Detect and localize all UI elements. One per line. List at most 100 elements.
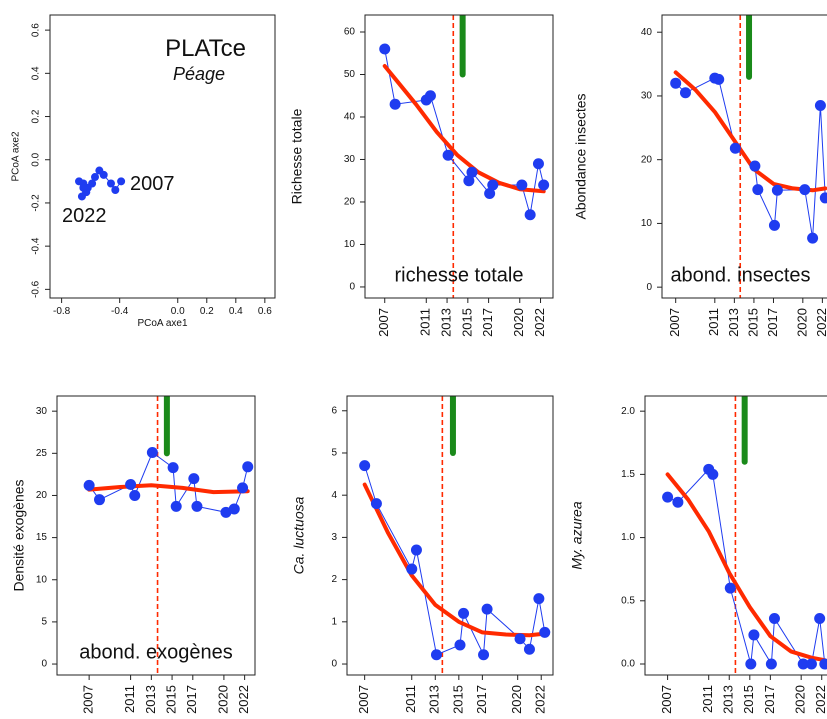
data-point [670, 77, 682, 89]
data-point [188, 473, 200, 485]
data-point [523, 643, 535, 655]
y-tick-label: 4 [331, 490, 337, 501]
data-point [95, 166, 104, 175]
x-tick-label: 2015 [450, 685, 465, 714]
x-tick-label: 2020 [511, 308, 526, 337]
y-tick-label: 0 [41, 659, 47, 670]
y-tick-label: 60 [344, 27, 356, 38]
panel: 0 10 20 30 40 50 60 2007 2011 2013 2015 2017 2020 202… [289, 14, 554, 337]
plot-frame [56, 395, 256, 676]
x-tick-label: 2020 [794, 308, 809, 337]
data-point [768, 219, 780, 231]
data-point [454, 639, 466, 651]
y-tick-label: 50 [344, 69, 356, 80]
x-tick-label: 2011 [700, 685, 715, 713]
x-tick-label: 2015 [741, 685, 756, 714]
panel: 0.0 0.5 1.0 1.5 2.0 2007 2011 2013 2015 2017 2020 2… [569, 395, 827, 714]
data-point [729, 142, 741, 154]
data-point [125, 479, 137, 491]
data-point [406, 563, 418, 575]
y-axis-label: Richesse totale [289, 108, 305, 204]
y-tick-label: -0.2 [31, 194, 42, 212]
x-tick-label: 2015 [459, 308, 474, 337]
y-tick-label: 20 [344, 197, 356, 208]
x-tick-label: 2007 [667, 308, 682, 337]
data-point [167, 462, 179, 474]
data-line [675, 77, 826, 239]
trend-line [665, 472, 827, 663]
y-tick-label: 5 [331, 448, 337, 459]
y-tick-label: 10 [344, 239, 356, 250]
panel-title: PLATce [165, 35, 246, 62]
data-point [805, 658, 817, 670]
y-axis-label: Ca. luctuosa [291, 496, 307, 574]
y-tick-label: 0.0 [31, 152, 42, 166]
data-point [768, 612, 780, 624]
y-tick-label: 1.5 [621, 469, 635, 480]
data-point [814, 612, 826, 624]
x-tick-label: 2022 [236, 685, 251, 714]
y-tick-label: 30 [36, 406, 48, 417]
data-point [538, 179, 550, 191]
y-tick-label: 6 [331, 405, 337, 416]
point-label: 2022 [62, 205, 107, 227]
x-tick-label: 0.4 [229, 306, 243, 317]
plot-area [75, 166, 126, 201]
x-tick-label: 2007 [81, 685, 96, 714]
y-tick-label: 2 [331, 574, 337, 585]
plot-area [359, 396, 551, 675]
data-point [679, 87, 691, 99]
panel-subtitle: Péage [173, 64, 225, 84]
panel-label: richesse totale [395, 264, 524, 286]
data-point [106, 179, 115, 188]
data-point [765, 658, 777, 670]
data-point [539, 626, 551, 638]
data-point [799, 184, 811, 196]
data-point [91, 173, 99, 182]
data-point [170, 500, 182, 512]
panel: 0 5 10 15 20 25 30 2007 2011 2013 2015 2017 2020 2022… [11, 395, 256, 714]
data-point [458, 607, 470, 619]
x-tick-label: 2017 [765, 308, 780, 337]
data-point [752, 184, 764, 196]
y-tick-label: 3 [331, 532, 337, 543]
y-tick-label: 1.0 [621, 532, 635, 543]
y-tick-label: 2.0 [621, 406, 635, 417]
y-tick-label: 15 [36, 532, 48, 543]
y-tick-label: 25 [36, 448, 48, 459]
plot-area [662, 396, 827, 675]
data-point [748, 629, 760, 641]
y-tick-label: 20 [36, 490, 48, 501]
data-point [129, 489, 141, 501]
trend-line [87, 483, 250, 495]
y-tick-label: 0.4 [31, 66, 42, 80]
point-label: 2007 [130, 173, 175, 195]
y-axis-label: My. azurea [569, 501, 585, 569]
data-point [749, 160, 761, 172]
data-point [819, 658, 827, 670]
x-tick-label: -0.4 [111, 306, 129, 317]
data-point [662, 491, 674, 503]
x-tick-label: 2015 [745, 308, 760, 337]
x-tick-label: 2007 [376, 308, 391, 337]
y-tick-label: -0.6 [31, 280, 42, 298]
data-line [88, 451, 249, 513]
plot-frame [346, 395, 554, 676]
x-tick-label: 2013 [427, 685, 442, 714]
x-tick-label: 2017 [762, 685, 777, 714]
x-tick-label: 2022 [533, 685, 548, 714]
data-point [797, 658, 809, 670]
data-point [771, 184, 783, 196]
y-tick-label: 40 [344, 112, 356, 123]
x-tick-label: 2013 [143, 685, 158, 714]
plot-area [670, 15, 827, 298]
panel: 0 1 2 3 4 5 6 2007 2011 2013 2015 2017 2020 2022 Ca. l… [291, 395, 554, 714]
x-tick-label: 2013 [721, 685, 736, 714]
y-tick-label: 40 [641, 27, 653, 38]
x-tick-label: 2022 [813, 685, 827, 714]
data-point [191, 500, 203, 512]
data-point [111, 185, 120, 194]
x-tick-label: 2007 [356, 685, 371, 714]
trend-line [382, 64, 546, 194]
